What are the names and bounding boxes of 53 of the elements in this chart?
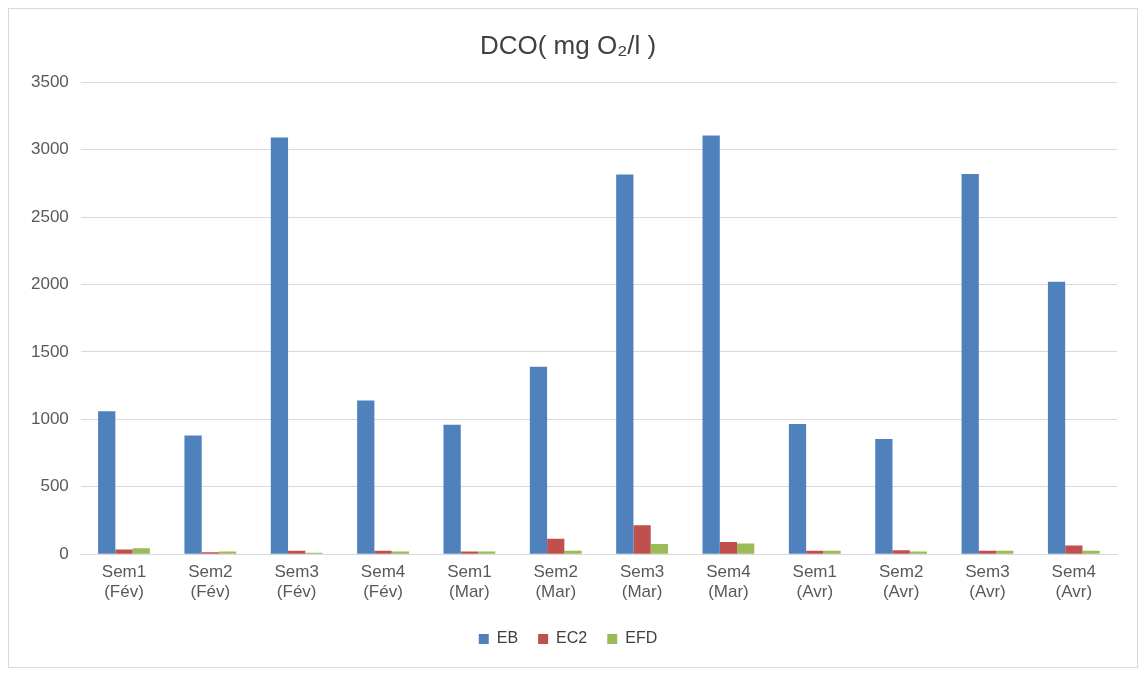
legend-label: EB [496,629,519,647]
bar [374,550,392,554]
bar [978,550,997,554]
bar [357,400,375,554]
bar [1047,281,1066,554]
y-tick-label: 2500 [30,206,69,226]
x-tick-label: Sem3 (Avr) [965,562,1010,602]
bar [961,173,979,554]
bar [184,435,202,554]
bar [650,544,668,554]
bar [892,550,910,554]
x-tick-label: Sem3 (Mar) [619,562,665,602]
bar [788,424,807,554]
legend-label: EFD [625,629,658,647]
bar [875,438,893,554]
chart-title: DCO( mg O₂/l ) [479,29,657,60]
y-tick-label: 3000 [30,139,69,159]
x-tick-label: Sem4 (Avr) [1051,562,1097,602]
y-tick-label: 0 [59,543,69,563]
x-tick-label: Sem3 (Fév) [274,562,319,602]
bar [719,542,738,554]
y-tick-label: 3500 [30,71,69,91]
bar [1065,545,1083,554]
bar [529,366,548,554]
bar [806,550,824,554]
x-tick-label: Sem1 (Mar) [447,562,492,602]
bar [115,549,133,554]
bar [270,137,289,554]
bar [633,525,651,554]
bar [823,550,841,554]
x-tick-label: Sem4 (Fév) [360,562,406,602]
x-tick-label: Sem2 (Mar) [533,562,578,602]
bar [702,135,720,554]
y-tick-label: 1000 [30,409,69,429]
bar [1082,550,1100,554]
x-tick-label: Sem1 (Avr) [792,562,837,602]
x-tick-label: Sem2 (Fév) [188,562,233,602]
bar [132,548,150,554]
bar [547,538,565,554]
y-tick-label: 2000 [30,274,69,294]
bar [616,174,634,554]
bar [443,424,461,554]
y-tick-label: 500 [40,476,69,496]
bar [98,411,116,554]
bar [564,550,582,554]
bar [996,550,1014,554]
y-tick-label: 1500 [30,341,69,361]
bar [737,543,755,554]
bar [288,550,306,554]
x-tick-label: Sem2 (Avr) [878,562,924,602]
legend-label: EC2 [556,629,588,647]
x-tick-label: Sem1 (Fév) [101,562,147,602]
x-tick-label: Sem4 (Mar) [706,562,751,602]
